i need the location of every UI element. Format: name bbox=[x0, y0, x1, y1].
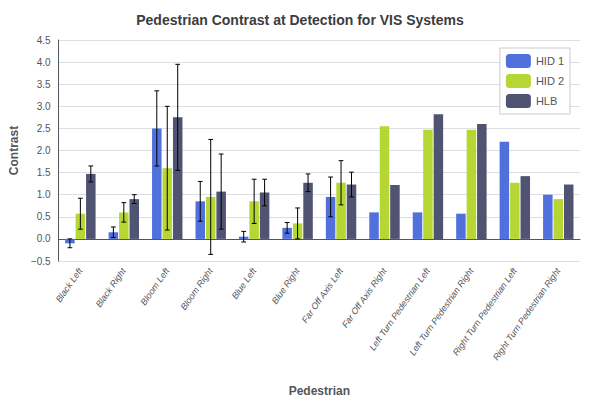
svg-text:Far Off Axis Right: Far Off Axis Right bbox=[340, 266, 389, 330]
svg-text:0.5: 0.5 bbox=[37, 211, 51, 222]
svg-text:2.5: 2.5 bbox=[37, 123, 51, 134]
svg-text:Left Turn Pedestrian Left: Left Turn Pedestrian Left bbox=[367, 266, 432, 353]
svg-text:Blue Left: Blue Left bbox=[230, 266, 259, 301]
svg-text:Bloom Right: Bloom Right bbox=[178, 266, 215, 312]
svg-text:Pedestrian Contrast at Detecti: Pedestrian Contrast at Detection for VIS… bbox=[136, 12, 464, 28]
svg-text:HLB: HLB bbox=[536, 95, 557, 107]
svg-text:3.5: 3.5 bbox=[37, 79, 51, 90]
svg-text:Contrast: Contrast bbox=[7, 126, 21, 175]
svg-text:4.5: 4.5 bbox=[37, 35, 51, 46]
svg-text:Black Right: Black Right bbox=[94, 266, 129, 309]
svg-text:Right Turn Pedestrian Left: Right Turn Pedestrian Left bbox=[450, 266, 519, 358]
svg-text:Right Turn Pedestrian Right: Right Turn Pedestrian Right bbox=[491, 266, 563, 363]
svg-text:Bloom Left: Bloom Left bbox=[138, 266, 171, 307]
svg-text:HID 1: HID 1 bbox=[536, 55, 564, 67]
svg-text:−0.5: −0.5 bbox=[31, 256, 51, 267]
svg-text:Black Left: Black Left bbox=[54, 266, 85, 305]
svg-text:1.0: 1.0 bbox=[37, 189, 51, 200]
svg-text:1.5: 1.5 bbox=[37, 167, 51, 178]
svg-text:2.0: 2.0 bbox=[37, 145, 51, 156]
svg-text:3.0: 3.0 bbox=[37, 101, 51, 112]
svg-text:4.0: 4.0 bbox=[37, 57, 51, 68]
svg-text:HID 2: HID 2 bbox=[536, 75, 564, 87]
svg-text:Left Turn Pedestrian Right: Left Turn Pedestrian Right bbox=[407, 266, 476, 358]
svg-text:Blue Right: Blue Right bbox=[270, 266, 302, 306]
svg-text:Pedestrian: Pedestrian bbox=[289, 384, 350, 398]
svg-text:0.0: 0.0 bbox=[37, 233, 51, 244]
svg-text:Far Off Axis Left: Far Off Axis Left bbox=[300, 266, 346, 325]
